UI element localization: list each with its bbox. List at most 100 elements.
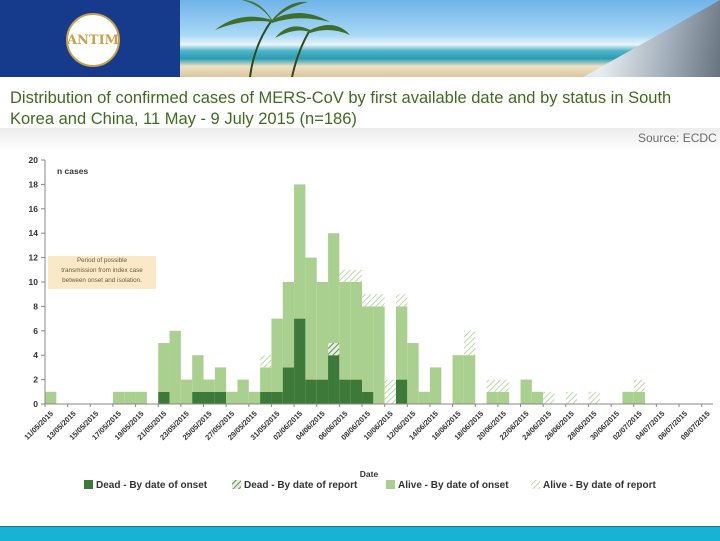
bar-08/06/2015-s3 — [362, 294, 374, 307]
bar-24/05/2015-s2 — [192, 355, 204, 392]
legend: Dead - By date of onset Dead - By date of… — [84, 480, 656, 491]
y-tick-label: 18 — [29, 179, 39, 189]
y-tick-label: 16 — [29, 204, 39, 214]
bar-18/05/2015-s2 — [124, 391, 136, 404]
bar-22/05/2015-s2 — [169, 330, 181, 404]
footer-bar — [0, 526, 720, 541]
bar-05/06/2015-s1 — [328, 343, 340, 356]
epidemic-curve-chart: 0246810121416182011/05/201513/05/201515/… — [22, 155, 713, 491]
bar-27/05/2015-s2 — [226, 391, 238, 404]
organization-logo: ANTIM — [66, 13, 120, 67]
bar-20/06/2015-s2 — [497, 391, 510, 404]
legend-label-3: Alive - By date of report — [543, 480, 656, 491]
bar-08/06/2015-s0 — [362, 391, 374, 404]
bar-07/06/2015-s3 — [350, 269, 363, 282]
bars-group — [45, 184, 646, 404]
bar-24/06/2015-s3 — [543, 391, 555, 404]
bar-11/06/2015-s3 — [395, 294, 408, 307]
y-tick-label: 8 — [33, 301, 38, 311]
bar-28/06/2015-s3 — [588, 391, 600, 404]
bar-09/06/2015-s2 — [373, 306, 385, 404]
bar-31/05/2015-s2 — [271, 318, 283, 392]
bar-17/06/2015-s2 — [463, 355, 476, 404]
bar-01/06/2015-s2 — [282, 282, 295, 368]
bar-21/05/2015-s0 — [158, 391, 170, 404]
chart-title: Distribution of confirmed cases of MERS-… — [10, 89, 672, 128]
legend-swatch-0 — [84, 480, 93, 489]
bar-04/06/2015-s0 — [316, 379, 329, 404]
bar-01/06/2015-s0 — [282, 367, 295, 404]
bar-11/06/2015-s2 — [395, 306, 408, 380]
legend-label-0: Dead - By date of onset — [96, 480, 208, 491]
x-axis-label: Date — [360, 469, 379, 479]
bar-08/06/2015-s2 — [362, 306, 374, 392]
bar-22/06/2015-s2 — [520, 379, 532, 404]
bar-14/06/2015-s2 — [429, 367, 442, 404]
bar-05/06/2015-s2 — [328, 233, 340, 343]
bar-16/06/2015-s2 — [452, 355, 464, 404]
header-rule — [0, 128, 720, 151]
bar-24/05/2015-s0 — [192, 391, 204, 404]
header-banner: ANTIM — [0, 0, 720, 77]
bar-19/06/2015-s2 — [486, 391, 498, 404]
bar-01/07/2015-s2 — [622, 391, 634, 404]
bar-03/06/2015-s2 — [305, 257, 317, 380]
bar-29/05/2015-s2 — [248, 391, 261, 404]
annotation-line-1: Period of possible — [76, 257, 128, 264]
bar-03/06/2015-s0 — [305, 379, 317, 404]
y-tick-label: 14 — [29, 228, 39, 238]
y-tick-label: 10 — [29, 277, 39, 287]
legend-label-1: Dead - By date of report — [244, 480, 358, 491]
legend-label-2: Alive - By date of onset — [398, 480, 509, 491]
bar-17/05/2015-s2 — [112, 391, 125, 404]
bar-09/06/2015-s3 — [373, 294, 385, 307]
bar-02/07/2015-s2 — [633, 391, 646, 404]
bar-07/06/2015-s2 — [350, 282, 363, 380]
bar-25/05/2015-s2 — [203, 379, 215, 392]
bar-25/05/2015-s0 — [203, 391, 215, 404]
legend-swatch-1 — [232, 480, 241, 489]
bar-23/06/2015-s2 — [531, 391, 544, 404]
bar-02/06/2015-s2 — [294, 184, 306, 319]
bar-11/05/2015-s2 — [45, 391, 57, 404]
bar-02/06/2015-s0 — [294, 318, 306, 404]
y-tick-label: 2 — [33, 375, 38, 385]
source-label: Source: ECDC — [638, 131, 717, 145]
bar-30/05/2015-s2 — [260, 367, 272, 392]
y-axis-label: n cases — [57, 166, 88, 176]
legend-swatch-2 — [386, 480, 395, 489]
bar-19/06/2015-s3 — [486, 379, 498, 392]
bar-30/05/2015-s3 — [260, 355, 272, 368]
bar-07/06/2015-s0 — [350, 379, 363, 404]
y-tick-label: 6 — [33, 326, 38, 336]
y-tick-label: 0 — [33, 399, 38, 409]
banner-beach-photo — [180, 0, 720, 77]
bar-17/06/2015-s3 — [463, 330, 476, 356]
bar-05/06/2015-s0 — [328, 355, 340, 404]
bar-28/05/2015-s2 — [237, 379, 249, 404]
bar-10/06/2015-s3 — [384, 379, 396, 404]
bar-31/05/2015-s0 — [271, 391, 283, 404]
bar-06/06/2015-s3 — [339, 269, 351, 282]
bar-19/05/2015-s2 — [135, 391, 147, 404]
logo-text: ANTIM — [66, 32, 120, 48]
bar-02/07/2015-s3 — [633, 379, 646, 392]
bar-26/05/2015-s0 — [214, 391, 227, 404]
annotation-line-2: transmission from index case — [61, 267, 143, 274]
y-tick-label: 12 — [29, 253, 39, 263]
annotation-line-3: between onset and isolation. — [62, 277, 142, 284]
bar-06/06/2015-s2 — [339, 282, 351, 380]
transmission-period-annotation: Period of possible transmission from ind… — [48, 256, 156, 289]
bar-23/05/2015-s2 — [180, 379, 193, 404]
bar-12/06/2015-s2 — [407, 343, 419, 404]
legend-swatch-3 — [531, 480, 540, 489]
bar-26/05/2015-s2 — [214, 367, 227, 392]
palm-tree-icon — [215, 0, 350, 77]
bar-26/06/2015-s3 — [565, 391, 578, 404]
bar-21/05/2015-s2 — [158, 343, 170, 392]
y-tick-label: 20 — [29, 155, 39, 165]
bar-20/06/2015-s3 — [497, 379, 510, 392]
bar-30/05/2015-s0 — [260, 391, 272, 404]
bar-04/06/2015-s2 — [316, 282, 329, 380]
bar-13/06/2015-s2 — [418, 391, 430, 404]
